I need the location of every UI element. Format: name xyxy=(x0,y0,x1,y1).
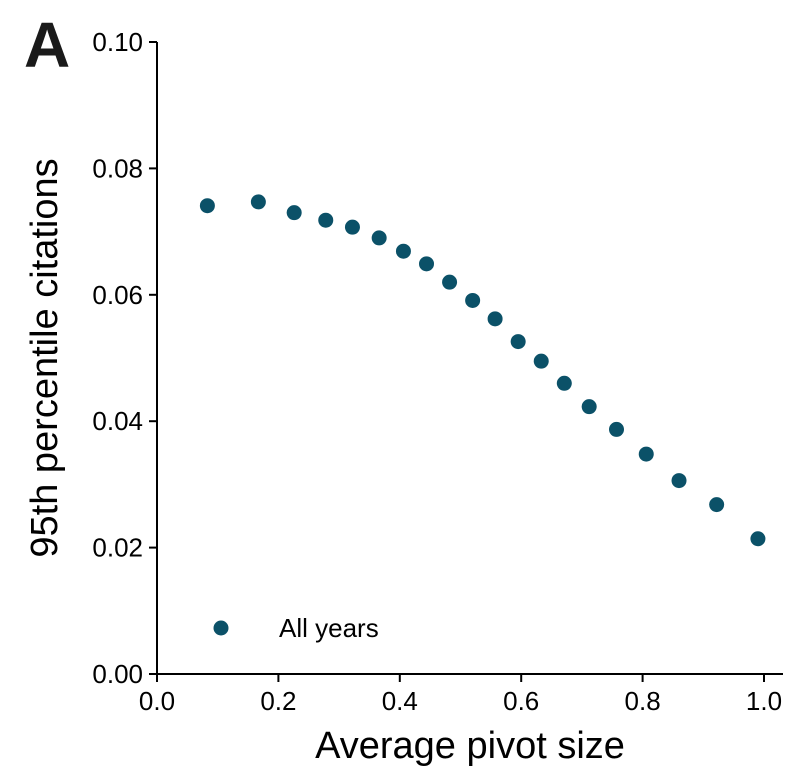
x-axis-ticks: 0.0 0.2 0.4 0.6 0.8 1.0 xyxy=(139,674,782,716)
y-tick-label: 0.06 xyxy=(92,280,143,310)
legend-label: All years xyxy=(279,613,379,643)
y-tick-label: 0.02 xyxy=(92,533,143,563)
y-tick-label: 0.08 xyxy=(92,153,143,183)
data-point xyxy=(556,375,572,391)
data-point xyxy=(709,497,725,513)
data-point xyxy=(199,198,215,214)
y-axis-ticks: 0.00 0.02 0.04 0.06 0.08 0.10 xyxy=(92,27,157,689)
data-point xyxy=(344,219,360,235)
x-tick-label: 1.0 xyxy=(746,686,782,716)
y-tick-label: 0.04 xyxy=(92,406,143,436)
y-axis-title: 95th percentile citations xyxy=(24,158,66,557)
data-point xyxy=(750,531,766,547)
data-point xyxy=(371,230,387,246)
data-point xyxy=(608,421,624,437)
data-points xyxy=(199,194,766,547)
x-tick-label: 0.0 xyxy=(139,686,175,716)
x-tick-label: 0.8 xyxy=(625,686,661,716)
data-point xyxy=(510,334,526,350)
x-tick-label: 0.2 xyxy=(260,686,296,716)
data-point xyxy=(286,205,302,221)
x-tick-label: 0.6 xyxy=(503,686,539,716)
legend: All years xyxy=(213,613,379,643)
data-point xyxy=(581,399,597,415)
x-axis-title: Average pivot size xyxy=(315,725,625,767)
data-point xyxy=(442,274,458,290)
data-point xyxy=(487,311,503,327)
y-tick-label: 0.10 xyxy=(92,27,143,57)
data-point xyxy=(638,446,654,462)
data-point xyxy=(533,353,549,369)
legend-marker xyxy=(213,620,229,636)
data-point xyxy=(465,292,481,308)
panel-label: A xyxy=(24,9,70,81)
data-point xyxy=(419,256,435,272)
data-point xyxy=(250,194,266,210)
x-tick-label: 0.4 xyxy=(382,686,418,716)
y-tick-label: 0.00 xyxy=(92,659,143,689)
data-point xyxy=(318,212,334,228)
data-point xyxy=(395,243,411,259)
data-point xyxy=(671,473,687,489)
